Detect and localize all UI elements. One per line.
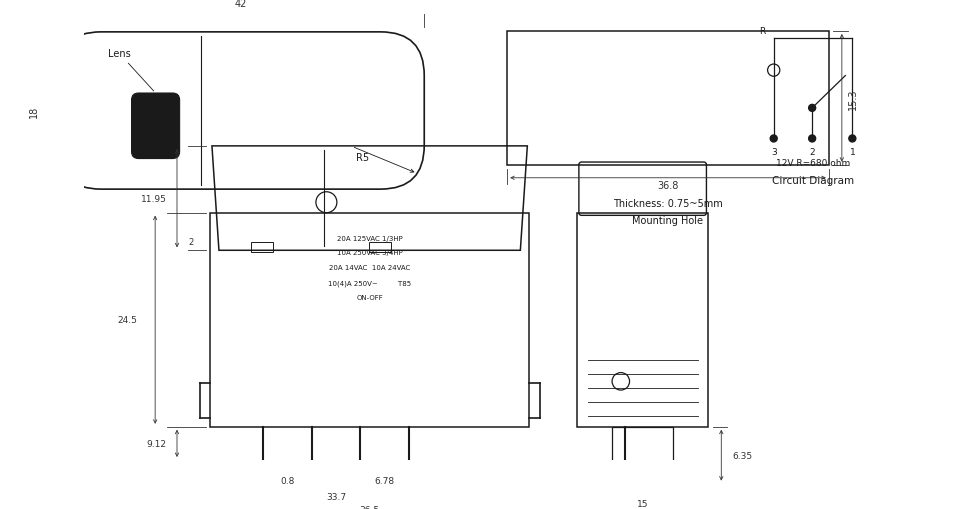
Text: 15: 15: [637, 499, 648, 508]
Text: Mounting Hole: Mounting Hole: [632, 216, 702, 226]
Text: 42: 42: [234, 0, 247, 9]
Text: 36.5: 36.5: [359, 505, 379, 509]
Text: R5: R5: [355, 153, 369, 163]
Text: 15.3: 15.3: [847, 88, 857, 109]
Text: 18: 18: [29, 105, 39, 118]
Circle shape: [769, 136, 777, 143]
Bar: [577, 213, 707, 427]
Text: ON-OFF: ON-OFF: [355, 294, 382, 300]
Text: 11.95: 11.95: [140, 194, 167, 203]
Text: 6.35: 6.35: [732, 451, 752, 460]
Text: R: R: [759, 27, 764, 36]
Text: 20A 14VAC  10A 24VAC: 20A 14VAC 10A 24VAC: [329, 265, 410, 271]
Text: 9.12: 9.12: [147, 439, 167, 448]
Text: 1: 1: [848, 148, 854, 157]
Text: 10(4)A 250V~         T85: 10(4)A 250V~ T85: [328, 279, 411, 286]
Circle shape: [808, 105, 815, 112]
Text: 20A 125VAC 1/3HP: 20A 125VAC 1/3HP: [336, 235, 402, 241]
Text: 3: 3: [770, 148, 776, 157]
Text: 12V R=680 ohm: 12V R=680 ohm: [775, 158, 849, 167]
Text: 36.8: 36.8: [657, 180, 678, 190]
Text: 10A 250VAC 3/4HP: 10A 250VAC 3/4HP: [336, 250, 402, 256]
Text: 6.78: 6.78: [375, 476, 395, 485]
Text: Lens: Lens: [108, 49, 153, 92]
Text: 2: 2: [188, 237, 193, 246]
Circle shape: [808, 136, 815, 143]
Circle shape: [848, 136, 855, 143]
Text: Circuit Diagram: Circuit Diagram: [771, 176, 853, 186]
Bar: [507, 32, 828, 165]
Bar: [251, 242, 273, 252]
Text: 33.7: 33.7: [326, 492, 346, 501]
Text: Thickness: 0.75~5mm: Thickness: 0.75~5mm: [613, 199, 722, 209]
Text: 2: 2: [808, 148, 814, 157]
Text: 24.5: 24.5: [117, 316, 137, 325]
Bar: [369, 242, 391, 252]
Bar: [210, 213, 529, 427]
FancyBboxPatch shape: [132, 94, 179, 159]
Bar: [612, 427, 673, 484]
Text: 0.8: 0.8: [279, 476, 294, 485]
